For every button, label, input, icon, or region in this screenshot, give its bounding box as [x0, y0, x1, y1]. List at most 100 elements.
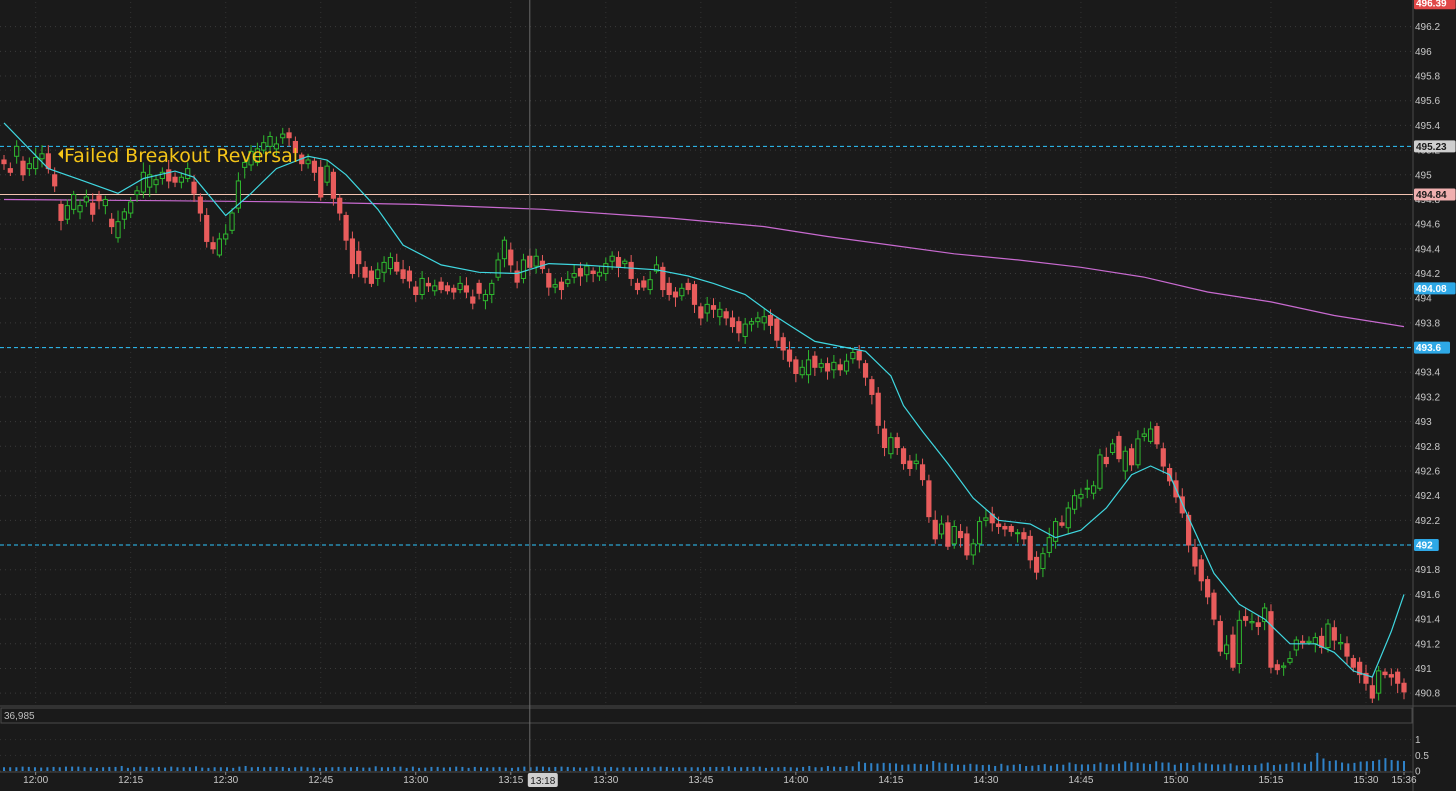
volume-bar [442, 767, 445, 771]
volume-bar [108, 766, 111, 771]
candle [267, 131, 273, 154]
candle [1154, 422, 1160, 449]
candle [1382, 668, 1388, 679]
candle [755, 311, 761, 328]
volume-bar [139, 766, 142, 771]
volume-bar [405, 767, 408, 771]
y-tick-label: 496.2 [1415, 22, 1440, 33]
candle-body [26, 163, 32, 170]
volume-bar [839, 766, 842, 771]
volume-bar [752, 766, 755, 771]
volume-bar [1372, 760, 1375, 771]
candle-body [1382, 671, 1388, 676]
volume-bar [1118, 763, 1121, 771]
candle [1129, 443, 1135, 471]
candle [432, 279, 438, 296]
candle [248, 145, 254, 172]
volume-bar [870, 763, 873, 771]
time-axis[interactable]: 12:00 12:15 12:30 12:45 13:00 13:15 13:30 13:45… [0, 771, 1417, 787]
candle [387, 252, 394, 275]
volume-bar [1142, 763, 1145, 771]
candle-body [216, 238, 222, 256]
candle-body [394, 261, 400, 272]
volume-bar [820, 767, 823, 771]
candle-body [1344, 643, 1350, 657]
volume-bar [969, 763, 972, 771]
x-tick-label: 13:00 [403, 775, 428, 786]
candle-body [1388, 674, 1394, 678]
candle-body [919, 464, 926, 481]
volume-bar [21, 766, 24, 771]
candle-body [514, 270, 520, 283]
candle [223, 224, 229, 246]
candle [660, 262, 666, 297]
candle-body [1211, 592, 1217, 620]
volume-bar [1149, 764, 1152, 771]
candle [1033, 551, 1040, 580]
candle [1211, 589, 1217, 626]
candle-body [1135, 438, 1141, 466]
volume-bar [727, 766, 730, 771]
candle [1014, 528, 1021, 543]
volume-bar [343, 767, 346, 771]
volume-bar [387, 767, 390, 771]
volume-bar [449, 767, 452, 771]
candle [115, 210, 121, 243]
candle [1040, 547, 1046, 578]
candle-body [1217, 621, 1223, 652]
volume-bar [703, 767, 705, 771]
candle [1249, 612, 1255, 631]
candle [1090, 480, 1097, 500]
candle [1065, 501, 1071, 534]
volume-bar [418, 767, 421, 771]
candle [1002, 522, 1008, 537]
candle-body [577, 268, 584, 277]
volume-bar [349, 767, 352, 771]
candle-body [786, 349, 793, 362]
candle [191, 174, 197, 202]
candle-body [1027, 535, 1033, 561]
candle [805, 350, 812, 384]
candle [957, 524, 964, 548]
candle [1388, 668, 1394, 686]
candle-body [1122, 450, 1128, 472]
candle [837, 358, 843, 376]
candle [881, 420, 888, 457]
candle-body [229, 212, 235, 231]
price-badge: 495.23 [1414, 140, 1456, 153]
candle [286, 127, 292, 147]
candle [945, 515, 951, 550]
volume-bar [226, 767, 229, 771]
candle [90, 193, 96, 222]
candle-body [77, 205, 83, 213]
volume-bar [275, 766, 278, 771]
candle [1369, 675, 1375, 703]
volume-bar [1210, 764, 1213, 771]
volume-bar [151, 767, 154, 771]
candle [888, 432, 894, 459]
candle [102, 195, 108, 215]
y-tick-label: 494.4 [1415, 244, 1440, 255]
volume-bar [950, 763, 953, 771]
candle [831, 354, 837, 379]
candle-body [520, 259, 527, 279]
volume-bar [1310, 761, 1313, 771]
candle-body [596, 271, 603, 277]
candle [273, 136, 279, 156]
candle-body [33, 157, 39, 170]
candle [926, 474, 932, 523]
volume-bar [195, 766, 198, 771]
candle [242, 156, 248, 179]
candle [1071, 489, 1078, 515]
annotation-text: Failed Breakout Reversal [64, 145, 298, 167]
candle-body [1331, 627, 1337, 641]
volume-bar [864, 762, 867, 771]
candle-body [856, 350, 862, 361]
candle [1008, 524, 1014, 537]
candle-body [83, 196, 89, 203]
x-tick-label: 14:45 [1068, 775, 1093, 786]
volume-bar [120, 765, 123, 771]
volume-bar [1000, 763, 1003, 771]
candle [318, 159, 324, 201]
